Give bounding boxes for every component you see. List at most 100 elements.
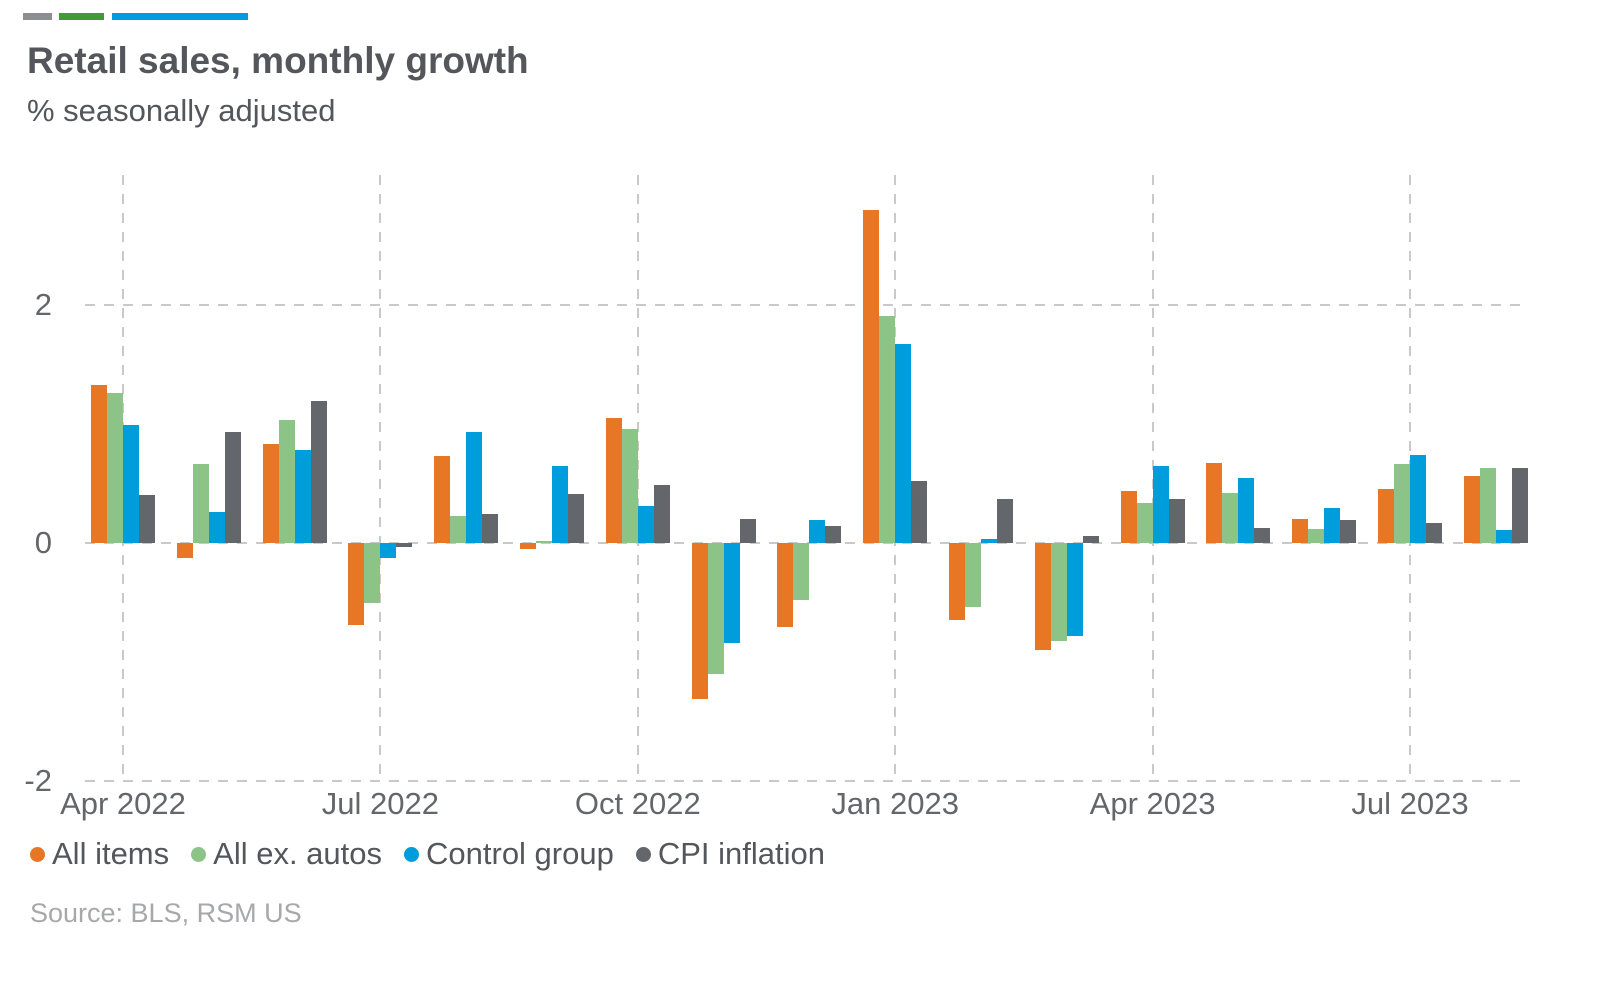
bar-all-ex-autos-mar-2023 [1050,543,1067,641]
page-title: Retail sales, monthly growth [27,40,529,81]
legend-dot-icon [30,846,45,862]
bar-all-ex-autos-dec-2022 [793,543,810,601]
bar-control-group-may-2022 [208,512,225,543]
legend-label: CPI inflation [657,836,825,871]
bar-cpi-inflation-jul-2022 [396,543,413,547]
bar-all-ex-autos-oct-2022 [621,428,638,543]
legend-label: All items [52,836,170,871]
x-axis-tick-label: Jul 2023 [1351,786,1469,821]
bar-cpi-inflation-jul-2023 [1426,522,1442,543]
x-axis-tick-label: Jul 2022 [321,786,439,821]
bar-all-ex-autos-jun-2022 [278,420,295,543]
bar-all-items-apr-2023 [1120,490,1137,543]
bar-cpi-inflation-aug-2023 [1511,468,1528,543]
bar-control-group-sep-2022 [552,465,568,543]
gridline-x [379,175,382,782]
gridline-y-2 [85,304,1523,306]
bar-control-group-dec-2022 [809,520,826,543]
bar-all-ex-autos-jul-2023 [1394,464,1410,543]
y-axis-tick-label: -2 [24,763,52,798]
legend-label: Control group [426,836,614,871]
bar-all-items-may-2022 [176,543,193,559]
bar-cpi-inflation-sep-2022 [568,494,584,543]
bar-all-ex-autos-apr-2023 [1136,502,1153,543]
bar-control-group-aug-2023 [1495,529,1512,543]
bar-all-items-jul-2022 [348,543,365,626]
bar-control-group-nov-2022 [723,543,740,643]
bar-all-items-jun-2023 [1292,519,1309,543]
legend-item-cpi-inflation: CPI inflation [635,836,825,872]
legend-item-control-group: Control group [404,836,614,872]
legend-item-all-items: All items [30,836,169,872]
bar-control-group-oct-2022 [637,506,654,543]
bar-control-group-jun-2022 [294,450,311,543]
y-axis-tick-label: 0 [34,525,52,560]
bar-control-group-feb-2023 [981,539,997,543]
bar-all-ex-autos-may-2022 [192,464,209,543]
bar-cpi-inflation-dec-2022 [825,526,842,543]
bar-control-group-apr-2022 [123,425,139,543]
bar-all-ex-autos-jan-2023 [879,315,896,543]
bar-all-ex-autos-aug-2023 [1479,468,1496,543]
bar-all-items-mar-2023 [1034,543,1051,651]
accent-bar-blue [112,13,248,20]
bar-all-ex-autos-aug-2022 [450,515,467,543]
bar-all-ex-autos-sep-2022 [536,540,552,543]
bar-all-ex-autos-apr-2022 [107,393,123,543]
bar-control-group-may-2023 [1238,477,1255,543]
y-axis-tick-label: 2 [34,287,52,322]
x-axis-tick-label: Apr 2022 [60,786,186,821]
legend-label: All ex. autos [213,836,383,871]
bar-cpi-inflation-oct-2022 [653,484,670,543]
accent-bar-green [59,13,104,20]
bar-control-group-jul-2023 [1410,454,1426,543]
legend-dot-icon [191,846,207,862]
x-axis-tick-label: Apr 2023 [1089,786,1216,821]
gridline-y--2 [85,780,1523,782]
legend-dot-icon [635,846,651,862]
bar-all-ex-autos-jul-2022 [364,543,381,603]
source-note: Source: BLS, RSM US [30,898,302,928]
bar-all-items-oct-2022 [605,418,622,543]
gridline-x [636,175,639,782]
bar-all-ex-autos-jun-2023 [1308,528,1325,543]
bar-all-items-jan-2023 [863,209,880,543]
bar-all-items-jul-2023 [1378,489,1394,543]
bar-cpi-inflation-aug-2022 [482,514,499,543]
bar-control-group-jan-2023 [895,344,912,543]
x-axis-tick-label: Oct 2022 [574,786,701,821]
bar-cpi-inflation-nov-2022 [739,519,756,543]
bar-all-items-jun-2022 [262,444,279,543]
bar-all-items-may-2023 [1206,463,1223,543]
bar-cpi-inflation-jun-2023 [1340,520,1357,543]
bar-cpi-inflation-apr-2023 [1168,498,1185,543]
bar-control-group-apr-2023 [1152,465,1169,543]
bar-cpi-inflation-jan-2023 [911,481,928,543]
bar-all-items-nov-2022 [691,543,708,699]
legend-item-all-ex-autos: All ex. autos [191,836,382,872]
bar-all-items-feb-2023 [949,543,965,621]
bar-all-items-apr-2022 [91,384,107,543]
bar-control-group-jun-2023 [1324,508,1341,543]
chart-subtitle: % seasonally adjusted [27,93,336,128]
bar-cpi-inflation-jun-2022 [310,401,327,543]
chart-legend: All items All ex. autos Control group CPI i… [30,836,825,872]
legend-dot-icon [404,846,420,862]
bar-all-items-dec-2022 [777,543,794,628]
bar-cpi-inflation-may-2022 [224,432,241,543]
bar-cpi-inflation-apr-2022 [139,495,155,543]
bar-cpi-inflation-may-2023 [1254,527,1271,543]
bar-control-group-mar-2023 [1066,543,1083,636]
bar-all-items-aug-2022 [434,456,451,543]
bar-all-items-sep-2022 [520,543,536,549]
bar-all-ex-autos-may-2023 [1222,493,1239,543]
bar-control-group-jul-2022 [380,543,397,559]
bar-all-items-aug-2023 [1463,476,1480,543]
bar-cpi-inflation-mar-2023 [1082,535,1099,543]
bar-all-ex-autos-nov-2022 [707,543,724,674]
bar-all-ex-autos-feb-2023 [965,543,981,608]
bar-cpi-inflation-feb-2023 [997,498,1013,543]
bar-control-group-aug-2022 [466,432,483,543]
accent-bar-gray [23,13,52,20]
